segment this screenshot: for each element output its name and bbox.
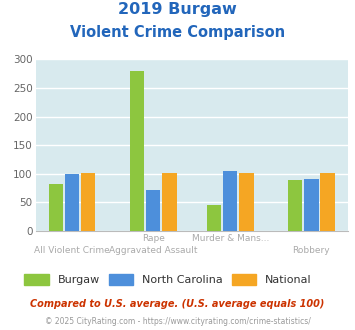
Text: Robbery: Robbery xyxy=(293,246,330,255)
Text: Aggravated Assault: Aggravated Assault xyxy=(109,246,197,255)
Text: Rape: Rape xyxy=(142,234,165,243)
Bar xyxy=(65,174,79,231)
Text: Violent Crime Comparison: Violent Crime Comparison xyxy=(70,25,285,40)
Bar xyxy=(288,180,302,231)
Bar xyxy=(146,190,160,231)
Bar xyxy=(321,173,335,231)
Text: Compared to U.S. average. (U.S. average equals 100): Compared to U.S. average. (U.S. average … xyxy=(30,299,325,309)
Text: © 2025 CityRating.com - https://www.cityrating.com/crime-statistics/: © 2025 CityRating.com - https://www.city… xyxy=(45,317,310,326)
Text: 2019 Burgaw: 2019 Burgaw xyxy=(118,2,237,16)
Bar xyxy=(304,179,318,231)
Bar xyxy=(239,173,253,231)
Bar xyxy=(81,173,95,231)
Bar xyxy=(130,71,144,231)
Text: Murder & Mans...: Murder & Mans... xyxy=(192,234,269,243)
Text: All Violent Crime: All Violent Crime xyxy=(34,246,110,255)
Bar xyxy=(162,173,176,231)
Bar xyxy=(207,205,221,231)
Legend: Burgaw, North Carolina, National: Burgaw, North Carolina, National xyxy=(20,270,316,289)
Bar xyxy=(49,183,63,231)
Bar xyxy=(223,171,237,231)
